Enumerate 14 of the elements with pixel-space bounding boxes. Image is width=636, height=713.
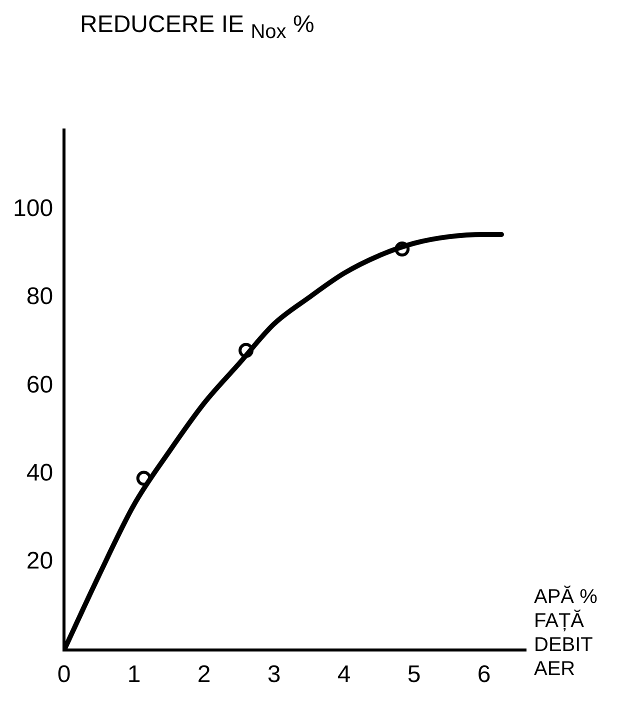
y-tick-label: 100 — [12, 194, 54, 222]
x-tick-label: 6 — [477, 661, 491, 688]
x-tick-label: 1 — [127, 661, 141, 688]
x-tick-label: 3 — [267, 661, 281, 688]
x-axis-title: APĂ % FAȚĂ DEBIT AER — [534, 585, 598, 681]
y-axis-title: REDUCERE IE $_{Nox}$ % — [80, 10, 316, 45]
y-tick-label: 20 — [26, 548, 54, 575]
y-tick-label: 40 — [26, 459, 54, 486]
x-tick-label: 2 — [197, 661, 211, 688]
x-tick-label: 4 — [337, 661, 351, 688]
x-tick-label: 0 — [57, 661, 71, 688]
x-tick-label: 5 — [407, 661, 421, 688]
y-tick-label: 60 — [26, 371, 54, 398]
y-tick-label: 80 — [26, 283, 54, 310]
